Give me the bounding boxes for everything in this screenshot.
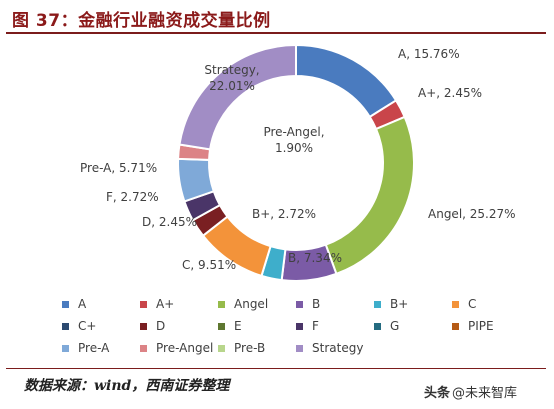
legend-label: A+ xyxy=(156,297,175,311)
figure-title: 图 37：金融行业融资成交量比例 xyxy=(12,10,271,31)
source-footer: 数据来源：wind，西南证券整理 头条 @未来智库 xyxy=(6,368,546,401)
source-text: 数据来源：wind，西南证券整理 xyxy=(24,378,230,394)
data-label-a: A, 15.76% xyxy=(398,47,460,61)
legend-label: Pre-B xyxy=(234,341,266,355)
slice-a xyxy=(295,43,398,119)
legend-item-pre-angel: Pre-Angel xyxy=(140,338,218,358)
slice-strategy xyxy=(178,43,297,151)
data-label-a-plus: A+, 2.45% xyxy=(418,86,482,100)
data-label-strategy: Strategy, 22.01% xyxy=(204,63,259,93)
legend-label: G xyxy=(390,319,400,333)
legend-label: Angel xyxy=(234,297,269,311)
legend-item-f: F xyxy=(296,316,374,336)
legend-label: E xyxy=(234,319,242,333)
legend-swatch xyxy=(296,344,303,352)
data-label-angel: Angel, 25.27% xyxy=(428,207,516,221)
legend-swatch xyxy=(452,322,459,330)
legend-label: A xyxy=(78,297,87,311)
legend-item-g: G xyxy=(374,316,452,336)
data-label-pre-angel: Pre-Angel, 1.90% xyxy=(263,125,324,155)
legend-item-a: A xyxy=(62,294,140,314)
legend-item-b: B xyxy=(296,294,374,314)
legend-swatch xyxy=(62,344,69,352)
legend-label: Strategy xyxy=(312,341,364,355)
legend-swatch xyxy=(218,322,225,330)
legend-label: PIPE xyxy=(468,319,494,333)
legend-item-pre-b: Pre-B xyxy=(218,338,296,358)
donut-chart: A, 15.76% A+, 2.45% Angel, 25.27% B, 7.34% B… xyxy=(80,43,516,282)
legend-item-e: E xyxy=(218,316,296,336)
data-label-pre-a: Pre-A, 5.71% xyxy=(80,161,157,175)
legend-label: Pre-A xyxy=(78,341,110,355)
legend-swatch xyxy=(374,300,381,308)
legend-item-pipe: PIPE xyxy=(452,316,530,336)
legend-swatch xyxy=(296,300,303,308)
data-label-d: D, 2.45% xyxy=(142,215,197,229)
legend-item-pre-a: Pre-A xyxy=(62,338,140,358)
data-label-f: F, 2.72% xyxy=(106,190,159,204)
legend-item-d: D xyxy=(140,316,218,336)
legend-swatch xyxy=(374,322,381,330)
legend-label: B+ xyxy=(390,297,409,311)
legend-label: F xyxy=(312,319,319,333)
legend-item-a-plus: A+ xyxy=(140,294,218,314)
watermark-logo: 头条 xyxy=(424,386,451,401)
legend-label: Pre-Angel xyxy=(156,341,214,355)
legend-swatch xyxy=(140,344,147,352)
legend-swatch xyxy=(62,322,69,330)
data-label-b-plus: B+, 2.72% xyxy=(252,207,316,221)
watermark-text: @未来智库 xyxy=(452,386,518,401)
legend-item-c-plus: C+ xyxy=(62,316,140,336)
legend-label: D xyxy=(156,319,166,333)
legend-swatch xyxy=(218,344,225,352)
legend-item-strategy: Strategy xyxy=(296,338,374,358)
chart-legend: A A+ Angel B B+ C C+ D E F G PIPE Pre-A Pre-Angel Pre-… xyxy=(62,294,532,358)
legend-label: B xyxy=(312,297,321,311)
data-label-b: B, 7.34% xyxy=(288,251,342,265)
legend-swatch xyxy=(296,322,303,330)
legend-item-b-plus: B+ xyxy=(374,294,452,314)
legend-swatch xyxy=(452,300,459,308)
legend-item-angel: Angel xyxy=(218,294,296,314)
legend-item-c: C xyxy=(452,294,530,314)
figure-title-bar: 图 37：金融行业融资成交量比例 xyxy=(6,4,546,34)
data-label-c: C, 9.51% xyxy=(182,258,236,272)
legend-label: C+ xyxy=(78,319,97,333)
legend-label: C xyxy=(468,297,477,311)
legend-swatch xyxy=(62,300,69,308)
watermark: 头条 @未来智库 xyxy=(424,382,517,401)
legend-swatch xyxy=(140,300,147,308)
legend-swatch xyxy=(218,300,225,308)
legend-swatch xyxy=(140,322,147,330)
